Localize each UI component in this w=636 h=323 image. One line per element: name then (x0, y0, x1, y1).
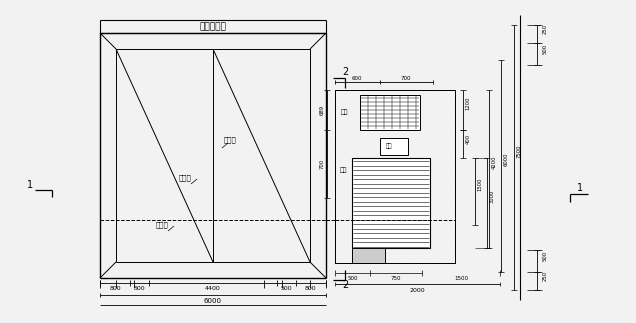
Text: 1500: 1500 (478, 178, 483, 191)
Text: 600: 600 (352, 76, 363, 80)
Text: 4200: 4200 (492, 155, 497, 169)
Bar (360, 95, 420, 130)
Text: 4400: 4400 (205, 287, 221, 291)
Text: 500: 500 (134, 287, 146, 291)
Bar (335, 90, 455, 263)
Bar (352, 248, 385, 263)
Text: 700: 700 (401, 76, 411, 80)
Text: 689: 689 (319, 105, 324, 115)
Bar (352, 158, 430, 248)
Text: 排水管: 排水管 (179, 175, 191, 181)
Text: 800: 800 (109, 287, 121, 291)
Text: 管节: 管节 (340, 110, 348, 115)
Text: 1200: 1200 (466, 97, 471, 110)
Text: 3000: 3000 (490, 190, 495, 203)
Text: 6000: 6000 (504, 152, 509, 166)
Text: 2000: 2000 (410, 287, 425, 293)
Text: 2: 2 (342, 67, 348, 77)
Text: 2: 2 (342, 280, 348, 290)
Text: 纳飞道: 纳飞道 (156, 222, 169, 228)
Text: 水井: 水井 (340, 167, 347, 173)
Text: 800: 800 (305, 287, 317, 291)
Text: 6000: 6000 (204, 298, 222, 304)
Text: 250: 250 (543, 24, 548, 34)
Text: 混凝土道路: 混凝土道路 (200, 23, 226, 32)
Text: 1500: 1500 (454, 276, 468, 280)
Text: 排水渠: 排水渠 (224, 137, 237, 143)
Text: 7500: 7500 (516, 144, 522, 158)
Bar (380, 138, 408, 155)
Text: 250: 250 (543, 271, 548, 281)
Text: 500: 500 (543, 44, 548, 54)
Text: 750: 750 (391, 276, 401, 280)
Text: 400: 400 (466, 134, 471, 144)
Text: 500: 500 (543, 251, 548, 261)
Text: 连尔: 连尔 (386, 144, 392, 149)
Text: 1: 1 (577, 183, 583, 193)
Text: 1: 1 (27, 180, 33, 190)
Text: 500: 500 (280, 287, 293, 291)
Text: 700: 700 (319, 159, 324, 169)
Text: 500: 500 (347, 276, 357, 280)
